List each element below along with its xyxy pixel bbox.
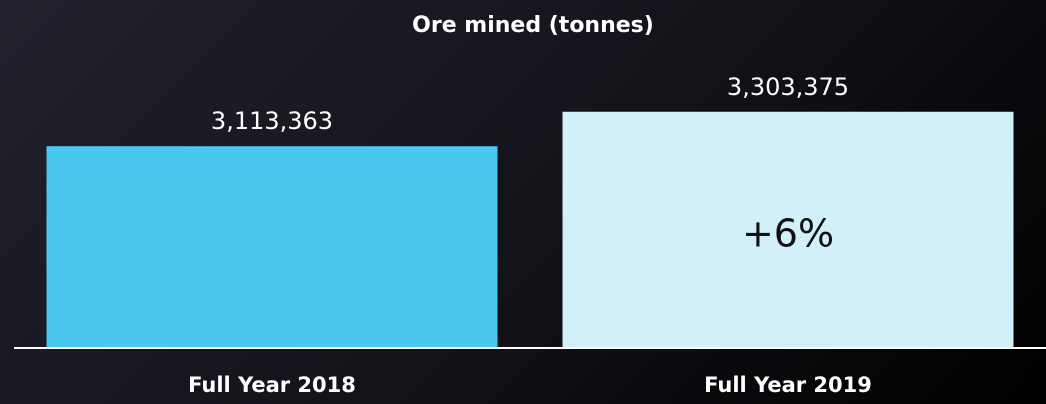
- value-label: 3,113,363: [211, 107, 333, 135]
- annotation: +6%: [742, 211, 834, 255]
- x-tick-label: Full Year 2019: [704, 373, 872, 397]
- bar: [562, 111, 1014, 349]
- bar: [46, 146, 498, 348]
- chart-title: Ore mined (tonnes): [412, 13, 654, 38]
- x-tick-label: Full Year 2018: [188, 373, 356, 397]
- value-label: 3,303,375: [727, 73, 849, 101]
